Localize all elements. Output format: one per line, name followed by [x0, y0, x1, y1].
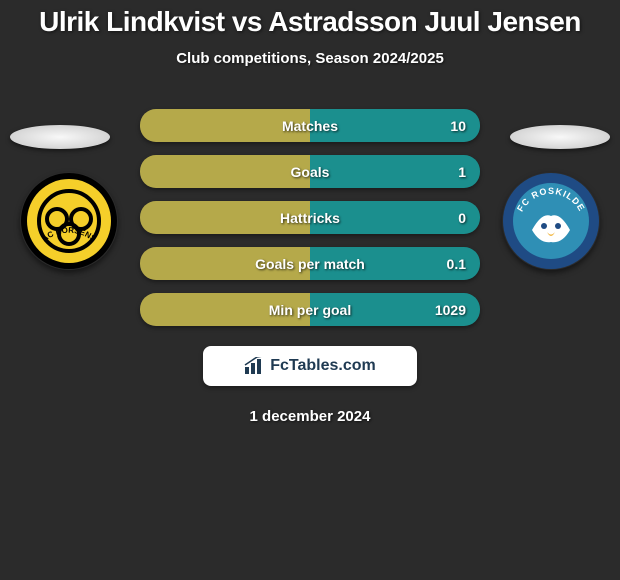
- stat-label: Matches: [282, 118, 338, 134]
- bar-left: [140, 155, 310, 188]
- player-photo-left: [10, 125, 110, 149]
- stat-value-right: 1: [458, 164, 466, 180]
- fctables-logo-text: FcTables.com: [244, 357, 376, 375]
- stat-row: Goals per match 0.1: [140, 247, 480, 280]
- roskilde-crest-icon: FC ROSKILDE: [502, 172, 600, 270]
- subtitle: Club competitions, Season 2024/2025: [0, 50, 620, 67]
- player-photo-right: [510, 125, 610, 149]
- horsens-crest-icon: AC HORSENS: [20, 172, 118, 270]
- club-crest-right: FC ROSKILDE: [502, 172, 600, 270]
- stat-label: Goals per match: [255, 256, 365, 272]
- stat-label: Goals: [291, 164, 330, 180]
- bar-chart-icon: [244, 357, 266, 375]
- stat-value-right: 0: [458, 210, 466, 226]
- stat-row: Matches 10: [140, 109, 480, 142]
- stat-row: Goals 1: [140, 155, 480, 188]
- page-title: Ulrik Lindkvist vs Astradsson Juul Jense…: [0, 6, 620, 38]
- bar-right: [310, 155, 480, 188]
- stat-value-right: 0.1: [447, 256, 466, 272]
- logo-label: FcTables.com: [270, 357, 376, 375]
- club-crest-left: AC HORSENS: [20, 172, 118, 270]
- stat-value-right: 10: [450, 118, 466, 134]
- stat-row: Hattricks 0: [140, 201, 480, 234]
- fctables-logo: FcTables.com: [203, 346, 417, 386]
- stat-value-right: 1029: [435, 302, 466, 318]
- stat-label: Hattricks: [280, 210, 340, 226]
- stat-row: Min per goal 1029: [140, 293, 480, 326]
- footer-date: 1 december 2024: [0, 408, 620, 425]
- stats-container: Matches 10 Goals 1 Hattricks 0 Goals per match…: [140, 109, 480, 326]
- stat-label: Min per goal: [269, 302, 351, 318]
